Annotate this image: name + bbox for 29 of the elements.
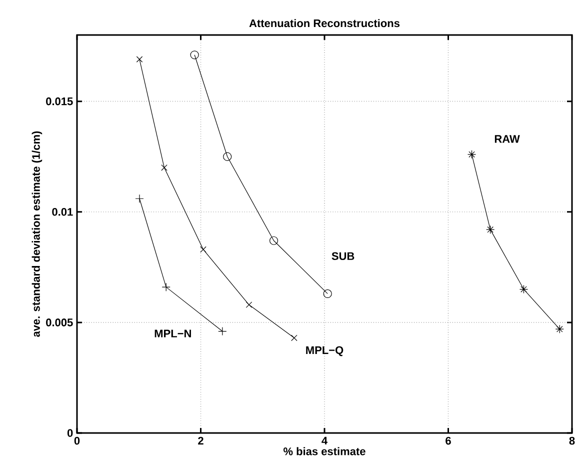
point (161, 164, 168, 171)
point (555, 324, 564, 334)
x-tick-label: 8 (569, 436, 575, 445)
y-tick-label: 0.01 (52, 208, 73, 216)
point (190, 50, 199, 60)
series-label: MPL−Q (306, 346, 344, 356)
x-tick-label: 0 (74, 436, 80, 445)
x-tick-label: 4 (322, 436, 328, 444)
chart-title: Attenuation Reconstructions (249, 19, 400, 28)
y-tick-label: 0.005 (46, 318, 73, 326)
point (291, 334, 298, 342)
point (269, 236, 278, 245)
point (486, 225, 495, 234)
point (136, 56, 143, 62)
y-tick-label: 0 (67, 429, 73, 437)
series-label: MPL−N (154, 330, 191, 338)
point (200, 246, 206, 253)
y-tick-label: 0.015 (46, 97, 73, 106)
point (246, 302, 252, 308)
y-axis-title: ave. standard deviation estimate (1/cm) (32, 131, 42, 337)
x-tick-label: 2 (198, 436, 204, 445)
point (323, 289, 332, 298)
point (223, 152, 232, 161)
x-axis-title: % bias estimate (284, 447, 366, 456)
text: RAW (494, 135, 520, 143)
point (519, 284, 528, 294)
point (467, 150, 476, 159)
x-tick-label: 6 (446, 436, 451, 445)
text: SUB (332, 252, 354, 260)
